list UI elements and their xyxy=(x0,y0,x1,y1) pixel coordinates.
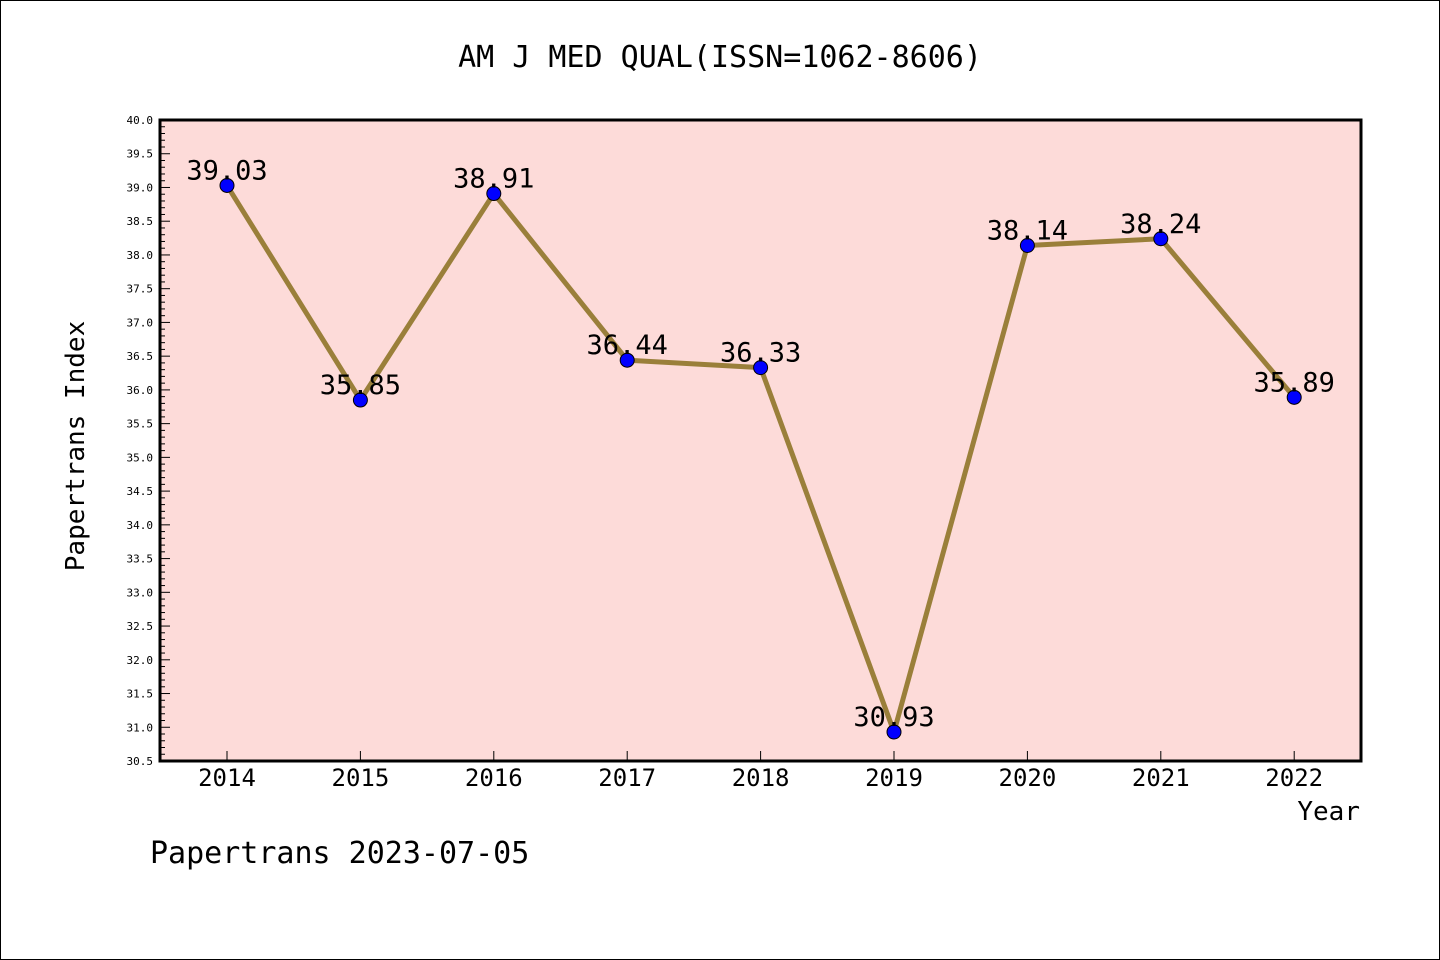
y-tick-label: 37.5 xyxy=(127,283,154,296)
data-label: 38.24 xyxy=(1120,209,1201,240)
data-point xyxy=(1153,231,1169,247)
x-axis: 2014 2015 2016 2017 2018 2019 2020 2021 2022 xyxy=(198,751,1323,792)
y-tick-label: 34.5 xyxy=(127,485,154,498)
footer-text: Papertrans 2023-07-05 xyxy=(150,836,529,871)
x-tick-label: 2020 xyxy=(999,764,1057,792)
y-tick-label: 36.0 xyxy=(127,384,154,397)
data-point xyxy=(486,186,502,202)
data-point xyxy=(1286,389,1302,405)
data-label: 35.85 xyxy=(320,370,401,401)
x-tick-label: 2017 xyxy=(598,764,656,792)
chart-title: AM J MED QUAL(ISSN=1062-8606) xyxy=(458,40,982,75)
y-axis: 30.5 31.0 31.5 32.0 32.5 33.0 33.5 34.0 34.5 35.0… xyxy=(127,114,170,768)
y-tick-label: 39.0 xyxy=(127,181,154,194)
data-point xyxy=(753,360,769,376)
data-label: 30.93 xyxy=(853,702,934,733)
data-label: 39.03 xyxy=(186,155,267,186)
y-tick-label: 35.0 xyxy=(127,451,154,464)
y-tick-label: 35.5 xyxy=(127,418,154,431)
y-tick-label: 38.5 xyxy=(127,215,154,228)
y-tick-label: 31.5 xyxy=(127,688,154,701)
y-tick-label: 30.5 xyxy=(127,755,154,768)
data-point xyxy=(219,177,235,193)
y-tick-label: 37.0 xyxy=(127,316,154,329)
data-label: 36.44 xyxy=(587,330,668,361)
data-label: 35.89 xyxy=(1254,367,1335,398)
x-tick-label: 2022 xyxy=(1265,764,1323,792)
x-axis-label: Year xyxy=(1297,797,1360,827)
x-tick-label: 2014 xyxy=(198,764,256,792)
y-tick-label: 31.0 xyxy=(127,721,154,734)
y-axis-label: Papertrans Index xyxy=(61,321,91,571)
y-tick-label: 33.5 xyxy=(127,553,154,566)
y-tick-label: 40.0 xyxy=(127,114,154,127)
x-tick-label: 2016 xyxy=(465,764,523,792)
y-tick-label: 32.5 xyxy=(127,620,154,633)
series-line-group xyxy=(219,177,1302,740)
data-label: 38.91 xyxy=(453,164,534,195)
y-tick-label: 32.0 xyxy=(127,654,154,667)
x-tick-label: 2015 xyxy=(332,764,390,792)
y-tick-label: 38.0 xyxy=(127,249,154,262)
plot-area xyxy=(158,118,1363,763)
x-tick-label: 2019 xyxy=(865,764,923,792)
y-tick-label: 39.5 xyxy=(127,148,154,161)
x-tick-label: 2018 xyxy=(732,764,790,792)
x-tick-label: 2021 xyxy=(1132,764,1190,792)
data-labels: 39.03 35.85 38.91 36.44 36.33 30.93 38.14 38.24… xyxy=(186,155,1334,733)
y-tick-label: 36.5 xyxy=(127,350,154,363)
y-tick-label: 34.0 xyxy=(127,519,154,532)
data-point xyxy=(352,392,368,408)
data-point xyxy=(886,724,902,740)
data-label: 38.14 xyxy=(987,216,1068,247)
data-point xyxy=(1019,238,1035,254)
y-tick-label: 33.0 xyxy=(127,586,154,599)
data-point xyxy=(619,352,635,368)
data-label: 36.33 xyxy=(720,338,801,369)
